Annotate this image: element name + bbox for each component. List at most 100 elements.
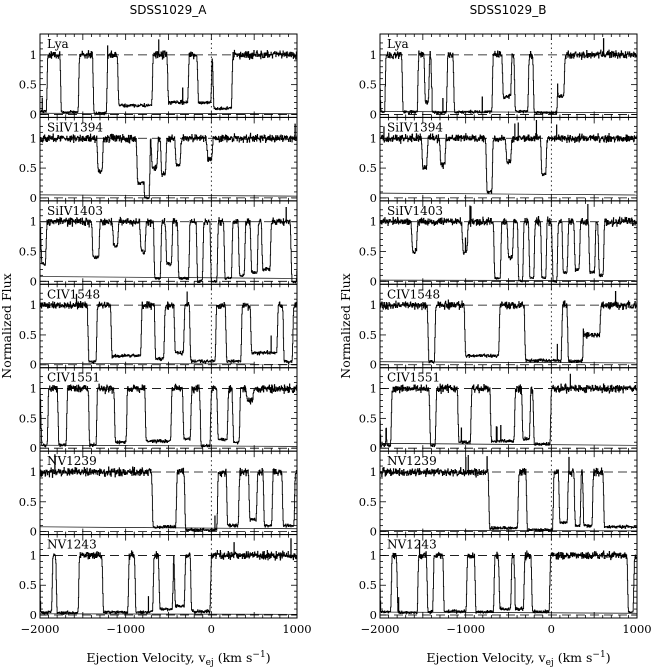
y-tick-label: 0.5	[359, 578, 377, 592]
error-spectrum	[39, 194, 298, 197]
y-tick-label: 1	[30, 382, 37, 396]
y-tick-label: 1	[30, 465, 37, 479]
y-tick-label: 1	[370, 48, 377, 62]
y-tick-label: 1	[370, 382, 377, 396]
y-tick-label: 0.5	[19, 578, 37, 592]
panel-civ1548: 0 0.5 1 CIV1548	[19, 283, 298, 372]
ion-label: SiIV1394	[47, 120, 103, 134]
ion-label: Lya	[47, 37, 69, 51]
flux-spectrum	[39, 39, 298, 116]
error-spectrum	[39, 526, 298, 530]
ion-label: NV1239	[387, 454, 437, 468]
y-tick-label: 0	[370, 274, 377, 288]
panel-siiv1403: 0 0.5 1 SiIV1403	[359, 200, 638, 288]
error-spectrum	[379, 361, 638, 364]
flux-spectrum	[39, 291, 298, 365]
ion-label: Lya	[387, 37, 409, 51]
y-tick-label: 0.5	[359, 78, 377, 92]
panel-lya: 0 0.5 1 Lya	[359, 33, 638, 121]
error-spectrum	[379, 111, 638, 114]
ion-label: CIV1551	[47, 371, 100, 385]
y-tick-label: 0.5	[359, 245, 377, 259]
y-tick-label: 0	[370, 358, 377, 372]
y-tick-label: 0.5	[19, 411, 37, 425]
panel-siiv1394: 0 0.5 1 SiIV1394	[19, 116, 298, 205]
y-tick-label: 0	[370, 107, 377, 121]
error-spectrum	[379, 443, 638, 446]
y-axis-title: Normalized Flux	[0, 273, 14, 378]
y-tick-label: 0.5	[19, 245, 37, 259]
ion-label: SiIV1403	[387, 204, 443, 218]
y-tick-label: 0	[370, 191, 377, 205]
y-tick-label: 0.5	[19, 495, 37, 509]
ion-label: NV1243	[387, 538, 437, 552]
chart-0: SDSS1029_A 0 0.5 1 Lya 0 0.5 1 SiIV1394 0 0.5 1 SiIV…	[0, 3, 312, 668]
y-tick-label: 0	[370, 525, 377, 539]
y-tick-label: 0	[30, 608, 37, 622]
x-tick-label: 1000	[282, 622, 311, 636]
error-spectrum	[39, 276, 298, 279]
error-spectrum	[379, 192, 638, 196]
y-tick-label: 0	[370, 608, 377, 622]
y-tick-label: 1	[370, 548, 377, 562]
y-tick-label: 0	[30, 191, 37, 205]
panel-frame	[379, 33, 638, 118]
flux-spectrum	[39, 123, 298, 200]
x-tick-label: 0	[208, 622, 215, 636]
flux-spectrum	[379, 38, 638, 115]
y-tick-label: 1	[30, 48, 37, 62]
y-tick-label: 0.5	[359, 161, 377, 175]
flux-spectrum	[379, 119, 638, 194]
y-axis-title: Normalized Flux	[338, 273, 353, 378]
panel-nv1239: 0 0.5 1 NV1239	[359, 450, 638, 539]
x-tick-label: −2000	[361, 622, 400, 636]
flux-spectrum	[379, 204, 638, 283]
panel-civ1551: 0 0.5 1 CIV1551	[19, 367, 298, 455]
y-tick-label: 0	[30, 358, 37, 372]
ion-label: CIV1548	[387, 287, 440, 301]
y-tick-label: 0	[30, 441, 37, 455]
flux-spectrum	[379, 373, 638, 448]
panel-nv1243: 0 0.5 1 NV1243	[19, 534, 298, 622]
flux-spectrum	[39, 207, 298, 284]
y-tick-label: 0.5	[19, 328, 37, 342]
flux-spectrum	[379, 540, 638, 615]
flux-spectrum	[39, 454, 297, 532]
error-spectrum	[379, 611, 638, 614]
x-axis-title: Ejection Velocity, vej (km s−1)	[426, 650, 610, 668]
y-tick-label: 0.5	[359, 411, 377, 425]
y-tick-label: 0.5	[19, 161, 37, 175]
flux-spectrum	[379, 291, 638, 364]
ion-label: NV1243	[47, 538, 97, 552]
y-tick-label: 0.5	[359, 328, 377, 342]
y-tick-label: 0	[30, 107, 37, 121]
y-tick-label: 0.5	[19, 78, 37, 92]
panel-nv1239: 0 0.5 1 NV1239	[19, 450, 298, 539]
y-tick-label: 1	[370, 131, 377, 145]
chart-title: SDSS1029_A	[130, 3, 208, 17]
x-tick-label: 1000	[622, 622, 651, 636]
flux-spectrum	[39, 383, 298, 448]
y-tick-label: 1	[30, 131, 37, 145]
y-tick-label: 1	[370, 465, 377, 479]
y-tick-label: 1	[30, 548, 37, 562]
flux-spectrum	[379, 454, 638, 533]
ion-label: CIV1548	[47, 287, 100, 301]
chart-1: SDSS1029_B 0 0.5 1 Lya 0 0.5 1 SiIV1394 0 0.5 1 SiIV…	[338, 3, 652, 668]
panel-civ1548: 0 0.5 1 CIV1548	[359, 283, 638, 372]
chart-title: SDSS1029_B	[470, 3, 547, 17]
x-tick-label: −2000	[21, 622, 60, 636]
ion-label: SiIV1394	[387, 120, 443, 134]
ion-label: CIV1551	[387, 371, 440, 385]
y-tick-label: 0	[30, 274, 37, 288]
panel-lya: 0 0.5 1 Lya	[19, 33, 298, 121]
y-tick-label: 0	[370, 441, 377, 455]
ion-label: NV1239	[47, 454, 97, 468]
y-tick-label: 1	[370, 215, 377, 229]
panel-civ1551: 0 0.5 1 CIV1551	[359, 367, 638, 455]
y-tick-label: 1	[370, 298, 377, 312]
x-tick-label: −1000	[446, 622, 485, 636]
x-axis-title: Ejection Velocity, vej (km s−1)	[86, 650, 270, 668]
y-tick-label: 0.5	[359, 495, 377, 509]
